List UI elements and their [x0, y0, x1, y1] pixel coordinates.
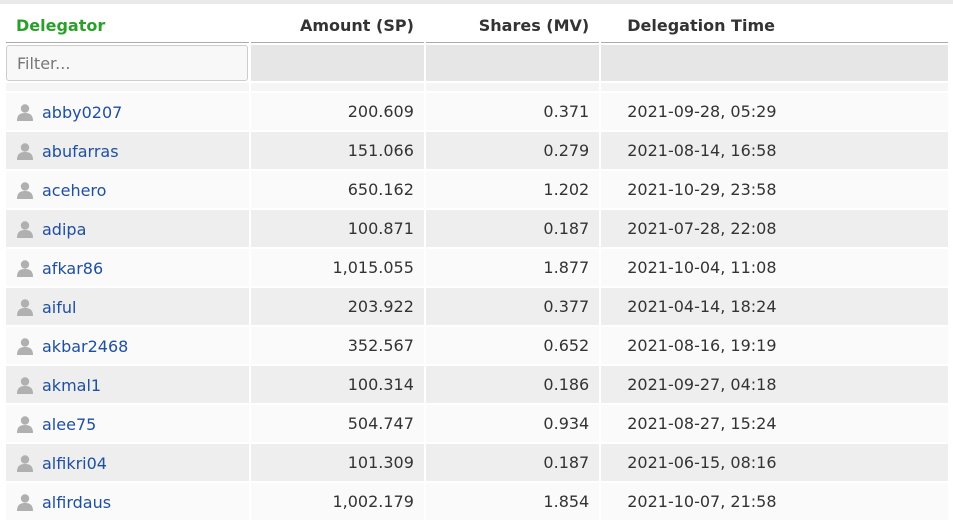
shares-cell: 1.854 [425, 483, 600, 520]
time-cell: 2021-04-14, 18:24 [601, 288, 948, 325]
delegator-cell: aiful [6, 288, 249, 325]
amount-cell: 1,002.179 [250, 483, 424, 520]
user-icon [17, 416, 33, 433]
delegator-link[interactable]: alfikri04 [42, 453, 107, 473]
user-icon [17, 143, 33, 160]
amount-cell: 650.162 [250, 171, 424, 208]
amount-cell: 1,015.055 [250, 249, 424, 286]
time-cell: 2021-09-27, 04:18 [601, 366, 948, 403]
shares-cell: 0.186 [425, 366, 600, 403]
delegator-link[interactable]: acehero [42, 180, 107, 200]
column-header[interactable]: Delegator [6, 8, 249, 43]
amount-cell: 101.309 [250, 444, 424, 481]
delegator-cell: alfikri04 [6, 444, 249, 481]
delegator-link[interactable]: abufarras [42, 141, 119, 161]
column-header[interactable]: Delegation Time [601, 8, 948, 43]
filter-cell [601, 45, 948, 81]
delegator-link[interactable]: alfirdaus [42, 492, 112, 512]
filter-cell [6, 45, 249, 81]
table-row: adipa 100.871 0.187 2021-07-28, 22:08 [6, 210, 948, 247]
time-cell: 2021-08-16, 19:19 [601, 327, 948, 364]
shares-cell: 0.652 [425, 327, 600, 364]
time-cell: 2021-08-27, 15:24 [601, 405, 948, 442]
shares-cell: 0.371 [425, 93, 600, 130]
delegator-link[interactable]: aiful [42, 297, 77, 317]
user-icon [17, 221, 33, 238]
delegator-link[interactable]: alee75 [42, 414, 97, 434]
user-icon [17, 455, 33, 472]
user-icon [17, 260, 33, 277]
shares-cell: 0.279 [425, 132, 600, 169]
shares-cell: 0.934 [425, 405, 600, 442]
filter-cell [250, 45, 424, 81]
amount-cell: 504.747 [250, 405, 424, 442]
header-row: Delegator Amount (SP) Shares (MV) Delega… [6, 8, 948, 43]
user-icon [17, 104, 33, 121]
table-row: akbar2468 352.567 0.652 2021-08-16, 19:19 [6, 327, 948, 364]
time-cell: 2021-10-04, 11:08 [601, 249, 948, 286]
column-header[interactable]: Shares (MV) [425, 8, 600, 43]
amount-cell: 200.609 [250, 93, 424, 130]
table-body: abby0207 200.609 0.371 2021-09-28, 05:29 abu… [6, 93, 948, 520]
delegator-cell: alee75 [6, 405, 249, 442]
time-cell: 2021-10-29, 23:58 [601, 171, 948, 208]
table-row: akmal1 100.314 0.186 2021-09-27, 04:18 [6, 366, 948, 403]
time-cell: 2021-06-15, 08:16 [601, 444, 948, 481]
filter-cell [425, 45, 600, 81]
delegator-cell: abby0207 [6, 93, 249, 130]
shares-cell: 1.877 [425, 249, 600, 286]
shares-cell: 1.202 [425, 171, 600, 208]
top-strip [0, 0, 953, 4]
delegation-table: Delegator Amount (SP) Shares (MV) Delega… [4, 6, 950, 522]
time-cell: 2021-08-14, 16:58 [601, 132, 948, 169]
table-row: abby0207 200.609 0.371 2021-09-28, 05:29 [6, 93, 948, 130]
amount-cell: 100.871 [250, 210, 424, 247]
table-row: afkar86 1,015.055 1.877 2021-10-04, 11:08 [6, 249, 948, 286]
amount-cell: 151.066 [250, 132, 424, 169]
user-icon [17, 494, 33, 511]
filter-row [6, 45, 948, 81]
time-cell: 2021-09-28, 05:29 [601, 93, 948, 130]
shares-cell: 0.187 [425, 444, 600, 481]
table-row: alee75 504.747 0.934 2021-08-27, 15:24 [6, 405, 948, 442]
delegator-cell: akmal1 [6, 366, 249, 403]
user-icon [17, 182, 33, 199]
delegator-cell: abufarras [6, 132, 249, 169]
delegator-link[interactable]: akmal1 [42, 375, 102, 395]
table-head: Delegator Amount (SP) Shares (MV) Delega… [6, 8, 948, 91]
table-row: acehero 650.162 1.202 2021-10-29, 23:58 [6, 171, 948, 208]
filter-input[interactable] [6, 45, 248, 81]
delegator-cell: afkar86 [6, 249, 249, 286]
delegator-cell: adipa [6, 210, 249, 247]
table-row: alfikri04 101.309 0.187 2021-06-15, 08:16 [6, 444, 948, 481]
shares-cell: 0.377 [425, 288, 600, 325]
amount-cell: 352.567 [250, 327, 424, 364]
time-cell: 2021-10-07, 21:58 [601, 483, 948, 520]
delegator-cell: alfirdaus [6, 483, 249, 520]
amount-cell: 100.314 [250, 366, 424, 403]
delegator-link[interactable]: akbar2468 [42, 336, 129, 356]
spacer-row [6, 83, 948, 91]
column-header[interactable]: Amount (SP) [250, 8, 424, 43]
table-row: aiful 203.922 0.377 2021-04-14, 18:24 [6, 288, 948, 325]
user-icon [17, 299, 33, 316]
table-row: abufarras 151.066 0.279 2021-08-14, 16:58 [6, 132, 948, 169]
delegator-link[interactable]: abby0207 [42, 102, 123, 122]
time-cell: 2021-07-28, 22:08 [601, 210, 948, 247]
user-icon [17, 377, 33, 394]
delegator-cell: acehero [6, 171, 249, 208]
table-row: alfirdaus 1,002.179 1.854 2021-10-07, 21:58 [6, 483, 948, 520]
user-icon [17, 338, 33, 355]
amount-cell: 203.922 [250, 288, 424, 325]
delegator-cell: akbar2468 [6, 327, 249, 364]
delegator-link[interactable]: adipa [42, 219, 87, 239]
delegator-link[interactable]: afkar86 [42, 258, 104, 278]
shares-cell: 0.187 [425, 210, 600, 247]
